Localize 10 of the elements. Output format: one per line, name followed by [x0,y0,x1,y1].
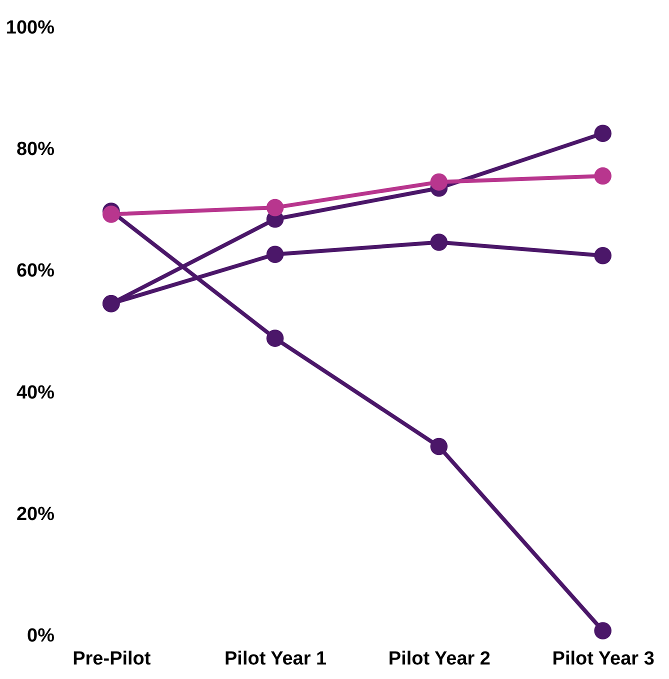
x-tick-label: Pre-Pilot [72,648,152,670]
y-tick-label: 100% [6,18,55,38]
x-tick-label: Pilot Year 3 [552,648,654,670]
x-tick-label: Pilot Year 2 [388,648,490,670]
x-tick-label: Pilot Year 1 [224,648,328,670]
y-tick-label: 0% [27,626,55,646]
y-tick-label: 60% [16,260,55,282]
y-tick-label: 80% [16,139,55,160]
y-tick-label: 40% [16,382,55,404]
y-tick-label: 20% [16,504,55,525]
